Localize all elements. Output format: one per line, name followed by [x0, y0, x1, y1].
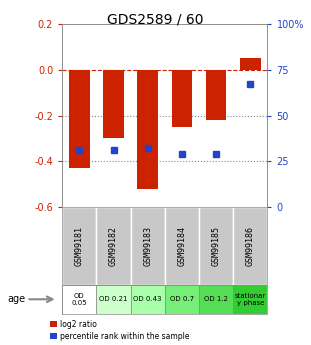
- Bar: [165, 285, 199, 314]
- Bar: [103, 70, 124, 138]
- Bar: [233, 285, 267, 314]
- Text: GDS2589 / 60: GDS2589 / 60: [107, 12, 204, 26]
- Bar: [62, 285, 96, 314]
- Text: OD
0.05: OD 0.05: [72, 293, 87, 306]
- Bar: [137, 70, 158, 189]
- Bar: [233, 207, 267, 285]
- Bar: [62, 207, 96, 285]
- Bar: [199, 285, 233, 314]
- Bar: [172, 70, 192, 127]
- Bar: [96, 207, 131, 285]
- Bar: [69, 70, 90, 168]
- Text: OD 0.43: OD 0.43: [133, 296, 162, 302]
- Text: OD 0.7: OD 0.7: [170, 296, 194, 302]
- Text: GSM99182: GSM99182: [109, 226, 118, 266]
- Text: OD 0.21: OD 0.21: [99, 296, 128, 302]
- Text: GSM99183: GSM99183: [143, 226, 152, 266]
- Bar: [131, 207, 165, 285]
- Text: stationar
y phase: stationar y phase: [235, 293, 266, 306]
- Bar: [131, 285, 165, 314]
- Bar: [240, 58, 261, 70]
- Legend: log2 ratio, percentile rank within the sample: log2 ratio, percentile rank within the s…: [50, 320, 190, 341]
- Text: age: age: [8, 294, 26, 304]
- Text: OD 1.2: OD 1.2: [204, 296, 228, 302]
- Text: GSM99181: GSM99181: [75, 226, 84, 266]
- Bar: [206, 70, 226, 120]
- Text: GSM99185: GSM99185: [212, 226, 220, 266]
- Bar: [165, 207, 199, 285]
- Text: GSM99184: GSM99184: [178, 226, 186, 266]
- Bar: [96, 285, 131, 314]
- Bar: [199, 207, 233, 285]
- Text: GSM99186: GSM99186: [246, 226, 255, 266]
